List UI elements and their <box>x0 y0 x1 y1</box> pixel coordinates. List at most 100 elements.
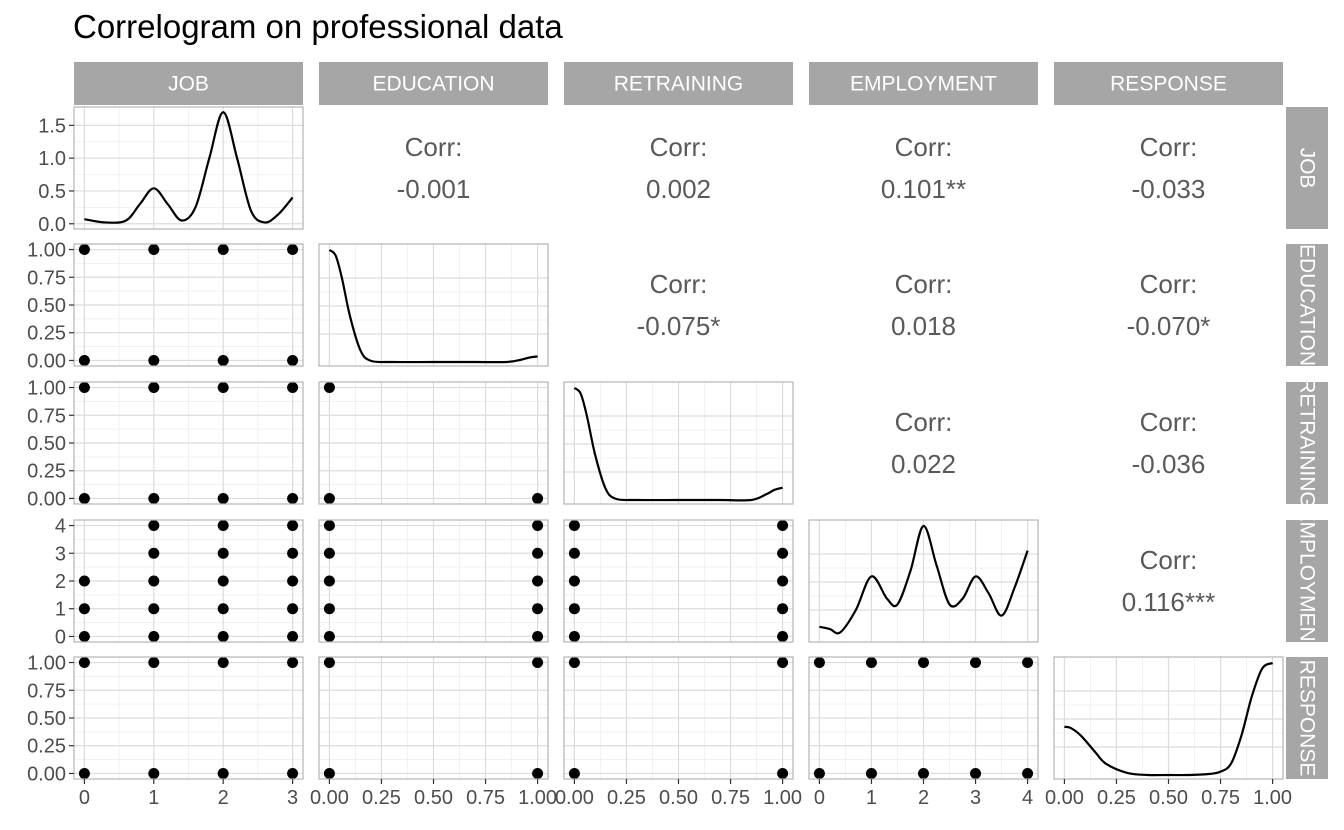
corr-label: Corr: <box>1140 132 1198 162</box>
scatter-point <box>532 630 544 642</box>
x-tick-label: 0.50 <box>1149 787 1188 809</box>
corr-label: Corr: <box>1140 269 1198 299</box>
strip-top-response <box>1054 62 1283 105</box>
scatter-point <box>287 630 299 642</box>
panel-border <box>563 381 794 505</box>
strip-top-label-response: RESPONSE <box>1110 73 1227 96</box>
strip-top-label-retraining: RETRAINING <box>614 73 744 96</box>
corr-value: -0.075* <box>637 311 721 341</box>
y-axis-job: 0.0 0.5 1.0 1.5 <box>38 115 74 236</box>
corr-label: Corr: <box>1140 407 1198 437</box>
x-tick-label: 4 <box>1022 787 1033 809</box>
scatter-point <box>918 767 929 779</box>
y-tick-label: 1 <box>55 599 66 621</box>
y-tick-label: 0.25 <box>27 323 66 345</box>
scatter-point <box>287 657 299 669</box>
panel-border <box>318 243 549 367</box>
x-tick-label: 3 <box>287 787 298 809</box>
strip-right-response: RESPONSE <box>1286 657 1328 779</box>
x-tick-label: 1 <box>148 787 159 809</box>
x-tick-label: 1.00 <box>518 787 557 809</box>
scatter-point <box>217 354 229 366</box>
strip-right-label-job: JOB <box>1296 148 1319 189</box>
corr-panel-job-education: Corr: -0.001 <box>397 132 471 204</box>
scatter-point <box>323 520 335 532</box>
corr-panel-job-employment: Corr: 0.101** <box>881 132 966 204</box>
strip-right-education: EDUCATION <box>1286 244 1328 366</box>
scatter-point <box>1022 767 1034 779</box>
scatter-point <box>568 603 580 615</box>
y-tick-label: 1.5 <box>38 115 66 137</box>
scatter-point <box>532 767 544 779</box>
y-tick-label: 0.50 <box>27 295 66 317</box>
corr-value: 0.116*** <box>1122 587 1216 617</box>
y-tick-label: 0.0 <box>38 214 66 236</box>
scatter-point <box>287 382 299 394</box>
panel-response-education <box>318 656 549 780</box>
scatter-point <box>532 575 544 587</box>
x-tick-label: 2 <box>218 787 229 809</box>
y-tick-label: 0.25 <box>27 736 66 758</box>
corr-panel-job-response: Corr: -0.033 <box>1132 132 1206 204</box>
panel-response-job <box>73 656 304 780</box>
scatter-point <box>568 547 580 559</box>
corr-value: 0.018 <box>891 311 956 341</box>
strip-right-employment: EMPLOYMENT <box>1286 507 1328 655</box>
corr-value: -0.001 <box>397 174 471 204</box>
y-tick-label: 0.50 <box>27 708 66 730</box>
strip-right-bg-employment <box>1286 520 1328 642</box>
scatter-point <box>323 767 335 779</box>
panel-employment-employment <box>808 519 1039 643</box>
x-tick-label: 0.00 <box>555 787 594 809</box>
scatter-point <box>217 630 229 642</box>
scatter-point <box>865 767 877 779</box>
panel-education-education <box>318 243 549 367</box>
density-line-retraining <box>573 387 783 502</box>
corr-value: -0.036 <box>1132 449 1206 479</box>
panel-border <box>808 519 1039 643</box>
y-tick-label: 1.00 <box>27 240 66 262</box>
strip-right-bg-education <box>1286 244 1328 366</box>
scatter-point <box>148 520 160 532</box>
scatter-point <box>813 657 825 669</box>
y-tick-label: 0 <box>55 626 66 648</box>
x-tick-label: 0.50 <box>659 787 698 809</box>
scatter-point <box>532 657 544 669</box>
x-tick-label: 0.75 <box>711 787 750 809</box>
y-tick-label: 0.00 <box>27 350 66 372</box>
x-tick-label: 0.75 <box>1201 787 1240 809</box>
corr-label: Corr: <box>1140 545 1198 575</box>
corr-label: Corr: <box>405 132 463 162</box>
density-line-response <box>1064 661 1274 777</box>
x-axis-employment: 0 1 2 3 4 <box>814 779 1033 809</box>
panel-retraining-retraining <box>563 381 794 505</box>
scatter-point <box>148 603 160 615</box>
x-tick-label: 0.25 <box>607 787 646 809</box>
scatter-point <box>78 603 90 615</box>
y-tick-label: 1.0 <box>38 148 66 170</box>
corr-panel-employment-response: Corr: 0.116*** <box>1122 545 1216 617</box>
scatter-point <box>287 520 299 532</box>
scatter-point <box>287 767 299 779</box>
scatter-point <box>148 244 160 256</box>
x-tick-label: 0.25 <box>1097 787 1136 809</box>
scatter-point <box>78 630 90 642</box>
panel-education-job <box>73 243 304 367</box>
strip-right-bg-response <box>1286 657 1328 779</box>
chart-title: Correlogram on professional data <box>73 8 563 45</box>
strip-top-employment <box>809 62 1038 105</box>
corr-panel-retraining-response: Corr: -0.036 <box>1132 407 1206 479</box>
scatter-point <box>865 657 877 669</box>
y-tick-label: 0.75 <box>27 267 66 289</box>
scatter-point <box>217 244 229 256</box>
strip-top-label-job: JOB <box>168 73 209 96</box>
scatter-point <box>323 547 335 559</box>
scatter-point <box>217 520 229 532</box>
panel-response-response <box>1053 656 1284 780</box>
panel-employment-education <box>318 519 549 643</box>
scatter-point <box>918 657 929 669</box>
corr-panel-retraining-employment: Corr: 0.022 <box>891 407 956 479</box>
x-tick-label: 0 <box>814 787 825 809</box>
scatter-point <box>970 767 982 779</box>
y-tick-label: 0.75 <box>27 680 66 702</box>
